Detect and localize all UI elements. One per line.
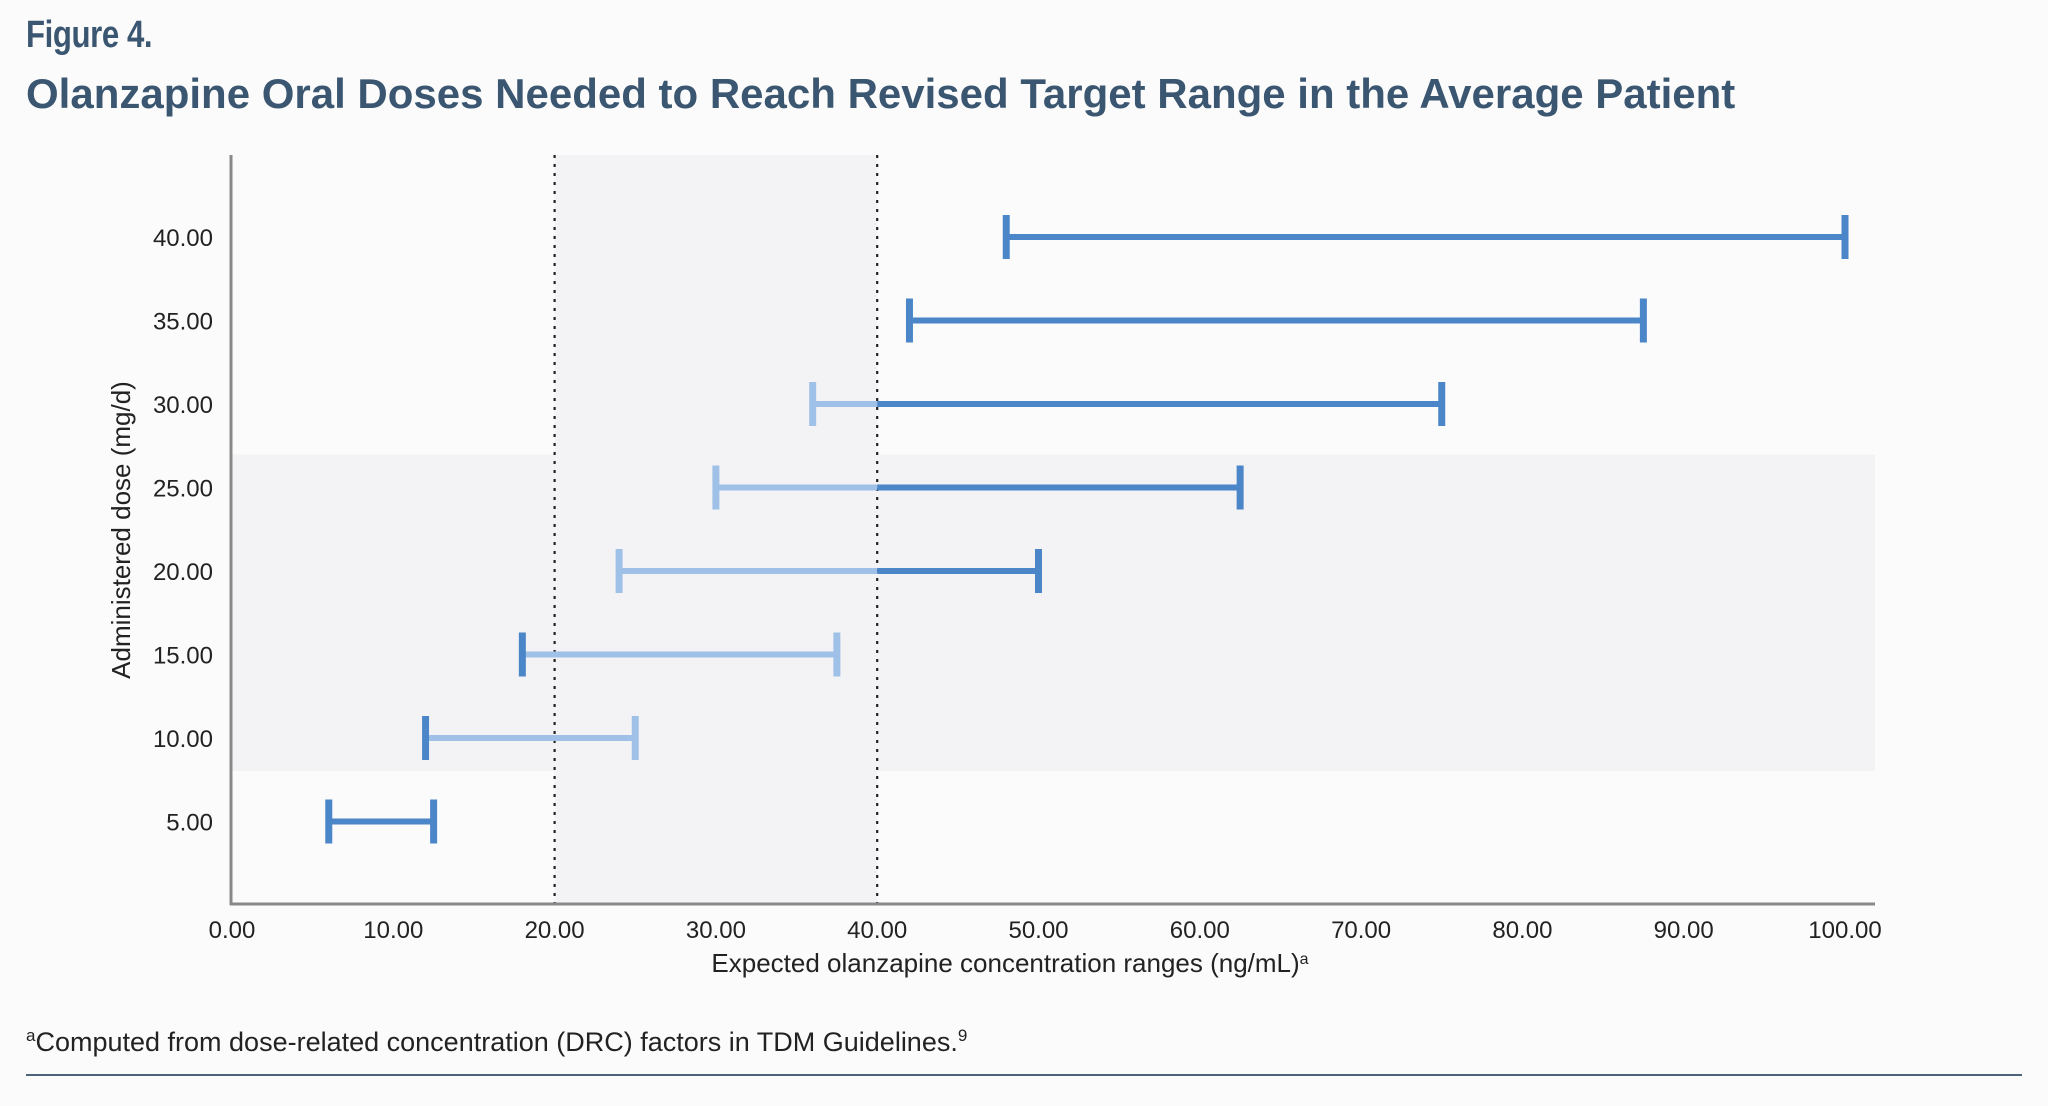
x-axis-label: Expected olanzapine concentration ranges…	[711, 948, 1308, 978]
y-tick-label: 40.00	[153, 225, 213, 252]
footnote-marker: a	[26, 1026, 36, 1045]
y-axis-label: Administered dose (mg/d)	[106, 381, 136, 679]
x-tick-label: 10.00	[363, 917, 423, 944]
range-bar-5	[325, 799, 438, 844]
footnote-text: Computed from dose-related concentration…	[35, 1027, 958, 1057]
y-tick-label: 15.00	[153, 643, 213, 670]
y-tick-label: 20.00	[153, 559, 213, 586]
x-tick-label: 50.00	[1008, 917, 1068, 944]
x-tick-label: 70.00	[1331, 917, 1391, 944]
x-tick-label: 80.00	[1492, 917, 1552, 944]
chart-title: Olanzapine Oral Doses Needed to Reach Re…	[26, 70, 1736, 117]
range-bar-25	[712, 465, 1244, 510]
range-bar-35	[905, 298, 1647, 343]
y-tick-label: 35.00	[153, 309, 213, 336]
x-tick-label: 100.00	[1808, 917, 1881, 944]
dose-band	[231, 454, 1875, 771]
range-bar-30	[809, 382, 1446, 426]
range-bar-20	[615, 549, 1042, 593]
x-axis-label-superscript: a	[1300, 951, 1309, 968]
y-tick-label: 10.00	[153, 726, 213, 753]
y-tick-label: 30.00	[153, 392, 213, 419]
footnote: aComputed from dose-related concentratio…	[26, 1026, 967, 1058]
x-tick-label: 30.00	[686, 917, 746, 944]
figure-label: Figure 4.	[26, 14, 153, 56]
range-bar-40	[1002, 215, 1849, 259]
range-bar-10	[422, 716, 639, 760]
range-chart: 40.00 35.00 30.00 25.00 20.00 15.00 10.00 5.00 0…	[106, 155, 1882, 978]
bottom-rule	[26, 1074, 2022, 1076]
x-tick-label: 0.00	[209, 917, 256, 944]
x-tick-label: 90.00	[1654, 917, 1714, 944]
range-bar-15	[518, 632, 841, 677]
y-tick-label: 5.00	[166, 810, 213, 837]
footnote-ref: 9	[957, 1026, 968, 1045]
x-tick-label: 60.00	[1170, 917, 1230, 944]
x-tick-label: 20.00	[525, 917, 585, 944]
x-tick-label: 40.00	[847, 917, 907, 944]
y-tick-label: 25.00	[153, 476, 213, 503]
